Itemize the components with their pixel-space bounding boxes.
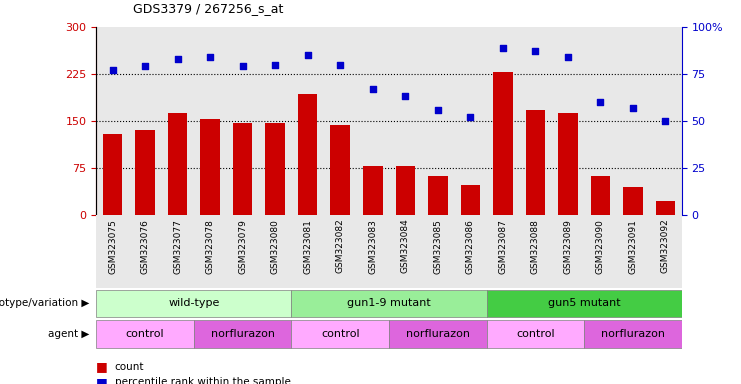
Point — [236, 63, 248, 70]
Bar — [396, 166, 415, 215]
Text: norflurazon: norflurazon — [601, 329, 665, 339]
Text: GSM323080: GSM323080 — [270, 219, 279, 273]
Text: GSM323091: GSM323091 — [628, 219, 637, 273]
Point — [139, 63, 151, 70]
Bar — [298, 94, 317, 215]
Bar — [363, 166, 382, 215]
Point — [334, 61, 346, 68]
Bar — [428, 175, 448, 215]
Text: GSM323089: GSM323089 — [563, 219, 572, 273]
Text: ■: ■ — [96, 360, 108, 373]
Point — [172, 56, 184, 62]
Bar — [493, 72, 513, 215]
Bar — [525, 110, 545, 215]
Bar — [656, 201, 675, 215]
Text: GSM323076: GSM323076 — [141, 219, 150, 273]
Text: wild-type: wild-type — [168, 298, 219, 308]
Point — [432, 107, 444, 113]
Bar — [103, 134, 122, 215]
Text: GSM323088: GSM323088 — [531, 219, 540, 273]
Bar — [291, 320, 389, 348]
Point — [627, 105, 639, 111]
Point — [529, 48, 541, 55]
Point — [302, 52, 313, 58]
Bar — [330, 125, 350, 215]
Text: GSM323077: GSM323077 — [173, 219, 182, 273]
Bar — [461, 185, 480, 215]
Bar — [487, 320, 584, 348]
Text: GSM323079: GSM323079 — [238, 219, 247, 273]
Text: norflurazon: norflurazon — [210, 329, 275, 339]
Text: GSM323083: GSM323083 — [368, 219, 377, 273]
Text: ■: ■ — [96, 376, 108, 384]
Bar — [623, 187, 642, 215]
Bar — [291, 290, 487, 317]
Point — [659, 118, 671, 124]
Text: percentile rank within the sample: percentile rank within the sample — [115, 377, 290, 384]
Point — [269, 61, 281, 68]
Point — [497, 45, 509, 51]
Text: GSM323086: GSM323086 — [466, 219, 475, 273]
Bar — [558, 113, 578, 215]
Point — [594, 99, 606, 105]
Text: GSM323092: GSM323092 — [661, 219, 670, 273]
Text: agent ▶: agent ▶ — [47, 329, 89, 339]
Bar — [389, 320, 487, 348]
Text: GSM323090: GSM323090 — [596, 219, 605, 273]
Text: count: count — [115, 362, 144, 372]
Text: norflurazon: norflurazon — [406, 329, 470, 339]
Text: control: control — [321, 329, 359, 339]
Bar — [96, 290, 291, 317]
Text: GSM323087: GSM323087 — [499, 219, 508, 273]
Text: GDS3379 / 267256_s_at: GDS3379 / 267256_s_at — [133, 2, 284, 15]
Bar — [265, 123, 285, 215]
Text: GSM323081: GSM323081 — [303, 219, 312, 273]
Point — [562, 54, 574, 60]
Bar — [591, 175, 610, 215]
Bar — [200, 119, 220, 215]
Bar — [96, 320, 194, 348]
Bar — [584, 320, 682, 348]
Text: gun5 mutant: gun5 mutant — [548, 298, 620, 308]
Bar — [194, 320, 291, 348]
Text: GSM323084: GSM323084 — [401, 219, 410, 273]
Bar — [487, 290, 682, 317]
Bar — [233, 123, 253, 215]
Text: GSM323085: GSM323085 — [433, 219, 442, 273]
Text: gun1-9 mutant: gun1-9 mutant — [347, 298, 431, 308]
Point — [367, 86, 379, 92]
Text: GSM323075: GSM323075 — [108, 219, 117, 273]
Text: genotype/variation ▶: genotype/variation ▶ — [0, 298, 89, 308]
Text: GSM323082: GSM323082 — [336, 219, 345, 273]
Point — [205, 54, 216, 60]
Bar — [136, 131, 155, 215]
Text: control: control — [516, 329, 555, 339]
Point — [465, 114, 476, 120]
Text: control: control — [126, 329, 165, 339]
Point — [107, 67, 119, 73]
Bar — [96, 215, 682, 288]
Bar — [168, 113, 187, 215]
Text: GSM323078: GSM323078 — [206, 219, 215, 273]
Point — [399, 93, 411, 99]
